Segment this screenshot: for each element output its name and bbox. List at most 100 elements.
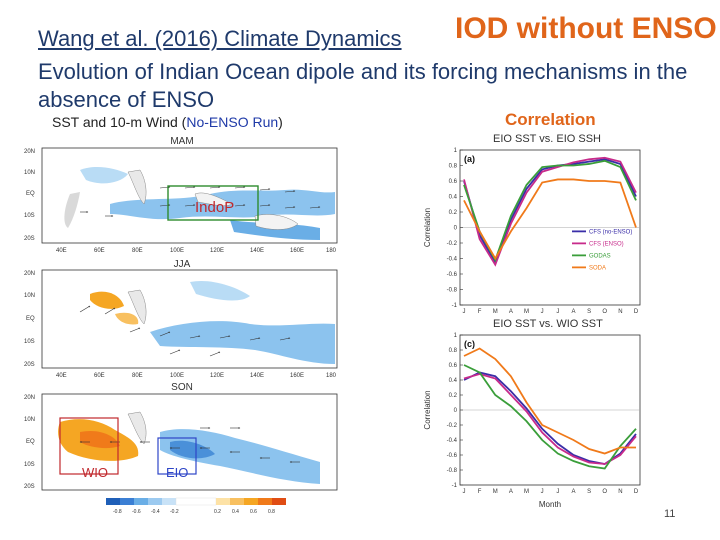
svg-text:160E: 160E xyxy=(290,373,304,379)
svg-text:10S: 10S xyxy=(24,462,35,468)
lon-ticks: 40E 60E 80E 100E 120E 140E 160E 180 xyxy=(56,248,337,254)
warm-anomaly xyxy=(90,291,124,309)
svg-text:-0.6: -0.6 xyxy=(132,509,141,515)
svg-text:20N: 20N xyxy=(24,271,35,277)
map-jja-title: JJA xyxy=(174,259,191,270)
cool-anomaly xyxy=(190,280,250,301)
lat-ticks: 20N 10N EQ 10S 20S xyxy=(24,395,35,490)
svg-text:120E: 120E xyxy=(210,373,224,379)
cool-anomaly xyxy=(160,429,320,484)
lat-ticks: 20N 10N EQ 10S 20S xyxy=(24,149,35,242)
map-jja: JJA 20N 10N EQ 10S 20S 40E 60E 80E 100E … xyxy=(24,259,338,379)
no-enso-run-label: No-ENSO Run xyxy=(186,114,279,130)
series-line xyxy=(463,364,637,470)
legend-entry: CFS (no-ENSO) xyxy=(589,229,632,235)
sst-label-suffix: ) xyxy=(278,114,283,130)
x-tick-label: M xyxy=(524,309,529,315)
svg-text:0.6: 0.6 xyxy=(250,509,257,515)
map-son: SON WIO EIO 20N 10N EQ 10S 20S xyxy=(24,382,338,491)
series-line xyxy=(463,178,637,261)
svg-text:40E: 40E xyxy=(56,248,67,254)
x-tick-label: M xyxy=(493,489,498,495)
lon-ticks: 40E 60E 80E 100E 120E 140E 160E 180 xyxy=(56,373,337,379)
land-africa xyxy=(64,192,80,228)
x-tick-label: O xyxy=(602,489,607,495)
svg-text:60E: 60E xyxy=(94,248,105,254)
svg-text:-0.4: -0.4 xyxy=(151,509,160,515)
x-tick-label: S xyxy=(587,309,591,315)
headline: IOD without ENSO xyxy=(455,12,717,45)
y-tick-label: -0.8 xyxy=(447,288,458,294)
panel-label: (c) xyxy=(464,339,475,349)
y-tick-label: 1 xyxy=(454,333,458,339)
svg-text:140E: 140E xyxy=(250,248,264,254)
svg-text:80E: 80E xyxy=(132,373,143,379)
chart-eio-sst-vs-eio-ssh: -1 -0.8 -0.6 -0.4 -0.2 0 0.2 0.4 0.6 0.8 1 J F M A M J J A… xyxy=(423,148,641,315)
svg-text:20S: 20S xyxy=(24,484,35,490)
x-tick-label: J xyxy=(541,489,544,495)
x-tick-label: J xyxy=(541,309,544,315)
eio-box xyxy=(157,437,197,475)
cool-anomaly xyxy=(150,321,335,364)
land-india xyxy=(127,169,147,205)
svg-text:0.2: 0.2 xyxy=(214,509,221,515)
indop-box xyxy=(167,185,259,221)
panel-label: (a) xyxy=(464,154,475,164)
y-tick-label: -0.2 xyxy=(447,423,458,429)
svg-text:10S: 10S xyxy=(24,213,35,219)
warm-anomaly xyxy=(115,312,139,325)
y-tick-label: 0.8 xyxy=(449,348,458,354)
y-tick-label: 0.4 xyxy=(449,378,458,384)
legend-entry: CFS (ENSO) xyxy=(589,241,624,247)
svg-text:0.4: 0.4 xyxy=(232,509,239,515)
y-axis-label: Correlation xyxy=(423,208,432,247)
svg-text:10N: 10N xyxy=(24,417,35,423)
land-australia xyxy=(254,214,299,230)
y-tick-label: -0.2 xyxy=(447,241,458,247)
colorbar: -0.8 -0.6 -0.4 -0.2 0.2 0.4 0.6 0.8 xyxy=(106,497,286,515)
svg-text:100E: 100E xyxy=(170,248,184,254)
citation: Wang et al. (2016) Climate Dynamics xyxy=(38,26,402,51)
chart-a-title: EIO SST vs. EIO SSH xyxy=(493,133,601,145)
x-tick-label: S xyxy=(587,489,591,495)
y-tick-label: 1 xyxy=(454,148,458,154)
y-tick-label: 0.2 xyxy=(449,393,458,399)
svg-text:EQ: EQ xyxy=(26,191,35,197)
x-tick-label: J xyxy=(556,489,559,495)
y-axis-label: Correlation xyxy=(423,390,432,429)
svg-text:20N: 20N xyxy=(24,149,35,155)
y-tick-label: -1 xyxy=(452,303,458,309)
y-tick-label: 0 xyxy=(454,226,458,232)
svg-text:40E: 40E xyxy=(56,373,67,379)
svg-text:20N: 20N xyxy=(24,395,35,401)
x-tick-label: O xyxy=(602,309,607,315)
warm-anomaly-strong xyxy=(80,430,120,449)
land-india xyxy=(127,411,147,445)
wind-vectors xyxy=(79,427,300,463)
y-tick-label: 0.4 xyxy=(449,195,458,201)
x-tick-label: J xyxy=(463,489,466,495)
legend-entry: GODAS xyxy=(589,253,611,259)
svg-text:100E: 100E xyxy=(170,373,184,379)
y-tick-label: -0.4 xyxy=(447,257,458,263)
chart-eio-sst-vs-wio-sst: -1 -0.8 -0.6 -0.4 -0.2 0 0.2 0.4 0.6 0.8 1 J F M A M J J A… xyxy=(423,333,641,509)
svg-text:10N: 10N xyxy=(24,293,35,299)
y-tick-label: 0.2 xyxy=(449,210,458,216)
x-tick-label: N xyxy=(618,489,622,495)
svg-text:20S: 20S xyxy=(24,362,35,368)
cool-anomaly xyxy=(230,220,320,240)
lat-ticks: 20N 10N EQ 10S 20S xyxy=(24,271,35,368)
slide-title: Evolution of Indian Ocean dipole and its… xyxy=(38,59,688,112)
map-mam-title: MAM xyxy=(170,136,193,147)
x-tick-label: M xyxy=(493,309,498,315)
x-tick-label: D xyxy=(634,309,639,315)
y-tick-label: 0.6 xyxy=(449,179,458,185)
x-tick-label: J xyxy=(556,309,559,315)
correlation-heading: Correlation xyxy=(505,110,596,129)
series-line xyxy=(463,158,637,265)
y-tick-label: -0.4 xyxy=(447,438,458,444)
wio-label: WIO xyxy=(82,465,108,480)
x-tick-label: N xyxy=(618,309,622,315)
x-tick-label: D xyxy=(634,489,639,495)
svg-text:EQ: EQ xyxy=(26,316,35,322)
